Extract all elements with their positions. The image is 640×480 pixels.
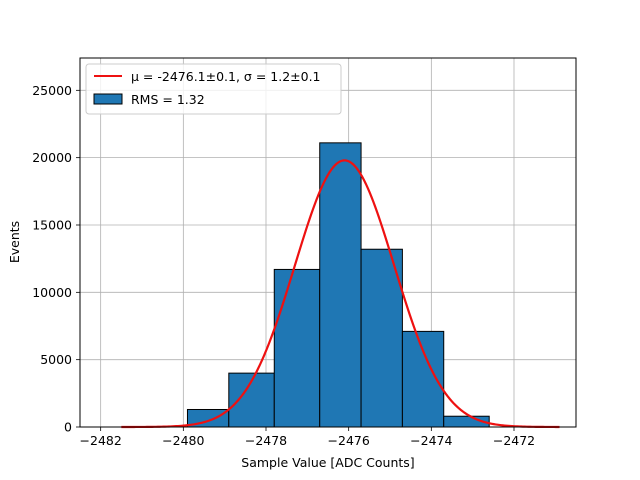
x-tick-label-4: −2474 — [410, 433, 452, 448]
histogram-bar-4 — [360, 248, 403, 428]
legend: μ = -2476.1±0.1, σ = 1.2±0.1 RMS = 1.32 — [85, 63, 342, 115]
fit-curve — [121, 159, 560, 429]
y-tick-label-5: 25000 — [32, 83, 72, 98]
y-tick-label-1: 5000 — [40, 352, 72, 367]
y-tick-label-0: 0 — [64, 420, 72, 435]
gaussian-fit — [121, 159, 560, 429]
histogram-bar-3 — [319, 142, 362, 428]
x-tick-label-5: −2472 — [493, 433, 535, 448]
y-tick-label-3: 15000 — [32, 217, 72, 232]
y-tick-label-4: 20000 — [32, 150, 72, 165]
x-axis-ticks: −2482 −2480 −2478 −2476 −2474 −2472 — [80, 427, 535, 448]
x-tick-label-2: −2478 — [245, 433, 287, 448]
x-tick-label-1: −2480 — [162, 433, 204, 448]
x-tick-label-0: −2482 — [80, 433, 122, 448]
y-axis-label: Events — [7, 221, 22, 263]
y-tick-label-2: 10000 — [32, 285, 72, 300]
x-tick-label-3: −2476 — [328, 433, 370, 448]
legend-box — [85, 63, 342, 115]
plot-frame — [79, 57, 577, 428]
x-axis-label: Sample Value [ADC Counts] — [241, 455, 414, 470]
legend-rms-label: RMS = 1.32 — [131, 92, 205, 107]
y-axis-ticks: 0 5000 10000 15000 20000 25000 — [32, 83, 80, 435]
legend-fit-label: μ = -2476.1±0.1, σ = 1.2±0.1 — [131, 69, 321, 84]
histogram-bar-2 — [273, 268, 321, 428]
legend-rms-swatch — [93, 93, 123, 105]
